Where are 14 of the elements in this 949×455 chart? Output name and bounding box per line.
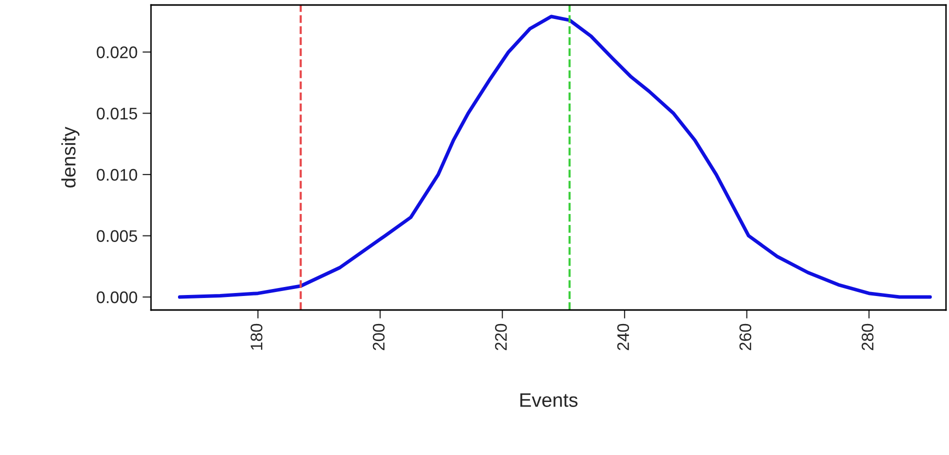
y-tick-label: 0.020	[96, 46, 138, 58]
x-tick-label: 280	[862, 324, 874, 350]
y-tick-label: 0.000	[96, 291, 138, 304]
y-tick-label: 0.015	[96, 108, 138, 120]
line-series	[178, 14, 932, 299]
x-tick-label: 200	[372, 324, 385, 350]
y-tick-label: 0.005	[96, 230, 138, 242]
x-tick-label: 220	[495, 324, 507, 350]
y-axis-title: density	[61, 126, 80, 188]
x-axis-title: Events	[520, 393, 578, 407]
y-tick-label: 0.010	[96, 168, 138, 181]
x-tick-label: 240	[617, 324, 630, 350]
x-tick-label: 260	[739, 324, 752, 350]
x-tick-label: 180	[250, 324, 262, 350]
